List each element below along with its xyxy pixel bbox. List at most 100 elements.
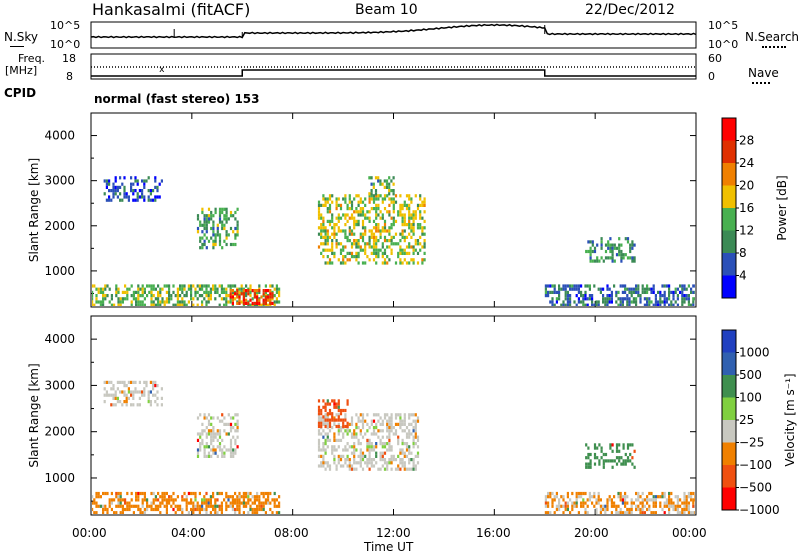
cell-velocity-5 [225,495,228,499]
cell-power-5 [203,284,206,288]
cell-power-7 [672,290,675,294]
cell-velocity-6 [624,498,627,502]
cbtick-label-velocity-2: 100 [739,391,762,405]
cell-velocity-0 [132,380,135,384]
cell-velocity-5 [97,495,100,499]
cell-velocity-2 [383,413,387,417]
cell-velocity-2 [416,454,420,458]
cell-power-2 [350,200,354,204]
cell-power-5 [181,300,184,304]
cell-velocity-6 [692,498,695,502]
cell-velocity-2 [379,454,382,458]
cell-power-5 [168,287,171,291]
cell-power-4 [593,259,597,263]
cell-velocity-5 [245,504,248,508]
cell-power-5 [170,294,173,298]
cell-power-6 [269,298,272,302]
cell-velocity-1 [221,413,224,417]
cell-velocity-1 [232,426,235,430]
cell-power-7 [547,284,550,288]
cell-power-7 [575,284,578,288]
cell-power-7 [544,284,547,288]
cell-power-6 [231,295,234,299]
cell-velocity-2 [379,438,382,442]
cell-velocity-0 [110,380,113,384]
cell-velocity-5 [102,511,105,514]
colorbar-seg-velocity-4 [722,397,736,420]
cell-velocity-2 [320,432,323,436]
time-tick-6: 00:00 [672,526,707,540]
cell-velocity-2 [366,413,369,417]
cell-velocity-1 [196,454,200,458]
cell-velocity-2 [410,413,413,417]
cell-power-5 [198,287,201,291]
cell-velocity-2 [372,458,376,462]
cell-velocity-5 [141,511,144,514]
cell-velocity-2 [390,448,393,452]
cell-power-2 [331,194,334,198]
cell-power-7 [608,297,611,301]
cell-velocity-2 [390,458,393,462]
cell-velocity-5 [275,504,278,508]
cell-velocity-0 [112,403,115,407]
cell-power-7 [582,294,585,298]
cell-power-5 [157,284,160,288]
cell-velocity-2 [408,416,411,420]
cell-power-4 [596,256,599,260]
cell-velocity-3 [328,424,332,429]
cell-power-2 [350,229,354,233]
cell-velocity-6 [663,491,666,496]
cell-velocity-2 [359,413,362,417]
cell-velocity-6 [610,501,613,505]
cell-power-2 [350,216,354,220]
cell-power-5 [203,297,206,301]
cell-power-4 [609,243,612,247]
cell-power-2 [405,235,409,239]
cell-power-2 [408,216,411,220]
cell-power-5 [168,294,171,298]
cell-power-1 [212,230,215,234]
cell-power-7 [558,294,561,298]
cell-power-1 [218,214,222,218]
cell-velocity-2 [405,426,409,430]
cell-power-6 [269,295,272,299]
cell-power-7 [617,297,620,301]
cell-velocity-5 [194,498,197,502]
cell-power-3 [388,192,391,196]
cell-power-4 [631,240,634,244]
cell-velocity-5 [150,491,153,496]
cell-power-2 [401,219,404,223]
cell-velocity-1 [234,413,237,417]
cell-velocity-6 [679,511,682,514]
cell-power-2 [333,229,336,233]
cell-velocity-5 [168,495,171,499]
cell-power-2 [412,226,415,230]
cell-power-0 [134,198,137,202]
cell-power-7 [608,287,611,291]
cell-power-5 [271,297,274,301]
cell-velocity-1 [203,429,206,433]
cell-power-5 [152,294,155,298]
cell-power-5 [119,303,122,306]
cell-power-2 [320,251,323,255]
cell-power-5 [126,290,129,294]
cell-velocity-1 [229,416,233,420]
cell-velocity-5 [117,498,120,502]
cell-velocity-0 [125,396,128,400]
cell-power-1 [225,233,228,237]
cell-velocity-5 [170,498,173,502]
cell-power-1 [236,220,239,224]
cell-power-2 [361,213,365,217]
cell-power-6 [242,289,245,293]
time-tick-2: 08:00 [274,526,309,540]
cell-power-1 [223,226,226,231]
cell-velocity-2 [364,461,367,465]
cell-power-0 [158,195,161,199]
cell-velocity-5 [223,498,226,502]
cell-power-7 [597,300,600,304]
cell-power-2 [346,258,349,262]
cell-power-2 [368,210,371,214]
cell-velocity-3 [324,405,327,409]
cell-power-5 [141,287,144,291]
